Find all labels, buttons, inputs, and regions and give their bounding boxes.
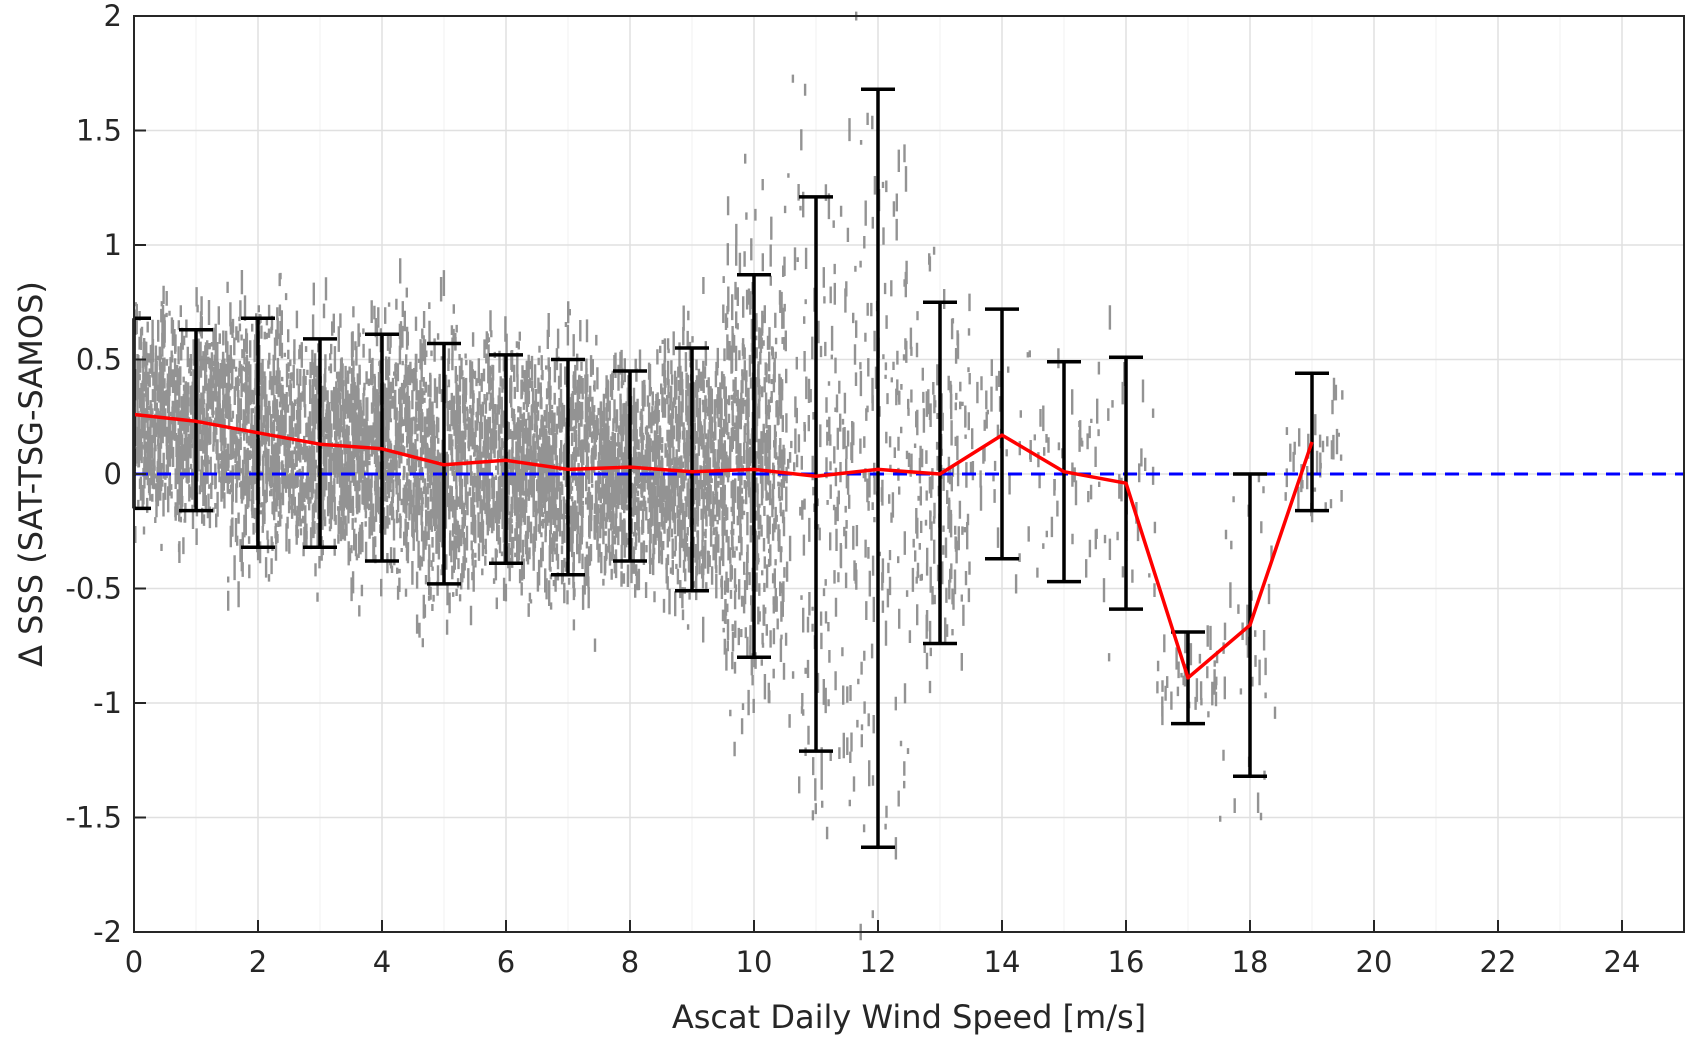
- x-tick-label: 20: [1356, 945, 1393, 979]
- x-tick-label: 12: [860, 945, 897, 979]
- y-tick-label: 2: [104, 0, 122, 33]
- x-tick-label: 6: [497, 945, 515, 979]
- x-tick-label: 2: [249, 945, 267, 979]
- scatter-cloud: [132, 11, 1344, 941]
- x-tick-label: 16: [1108, 945, 1145, 979]
- x-axis-title: Ascat Daily Wind Speed [m/s]: [672, 998, 1146, 1036]
- error-bar: [675, 346, 709, 593]
- x-tick-label: 10: [736, 945, 773, 979]
- y-tick-label: -2: [93, 915, 122, 949]
- y-axis-title: Δ SSS (SAT-TSG-SAMOS): [12, 281, 50, 667]
- y-tick-label: 0: [104, 457, 122, 491]
- y-tick-label: 1: [104, 228, 122, 262]
- scatter-points: [132, 11, 1344, 941]
- y-tick-label: -1: [93, 686, 122, 720]
- y-tick-label: -1.5: [65, 801, 122, 835]
- axis-ticks: 0 2 4 6 8 10 12 14 16 18 20 22 2421.510.50-0.5-1-1.5…: [65, 0, 1640, 979]
- x-tick-label: 24: [1604, 945, 1641, 979]
- x-tick-label: 18: [1232, 945, 1269, 979]
- error-bar: [799, 195, 833, 753]
- y-tick-label: 0.5: [76, 343, 122, 377]
- mean-line: [133, 412, 1314, 680]
- mean-line-path: [133, 412, 1314, 680]
- x-tick-label: 4: [373, 945, 391, 979]
- x-tick-label: 0: [125, 945, 143, 979]
- x-tick-label: 8: [621, 945, 639, 979]
- y-tick-label: 1.5: [76, 114, 122, 148]
- x-tick-label: 22: [1480, 945, 1517, 979]
- x-tick-label: 14: [984, 945, 1021, 979]
- error-bar: [551, 357, 585, 577]
- y-tick-label: -0.5: [65, 572, 122, 606]
- error-bar: [737, 273, 771, 659]
